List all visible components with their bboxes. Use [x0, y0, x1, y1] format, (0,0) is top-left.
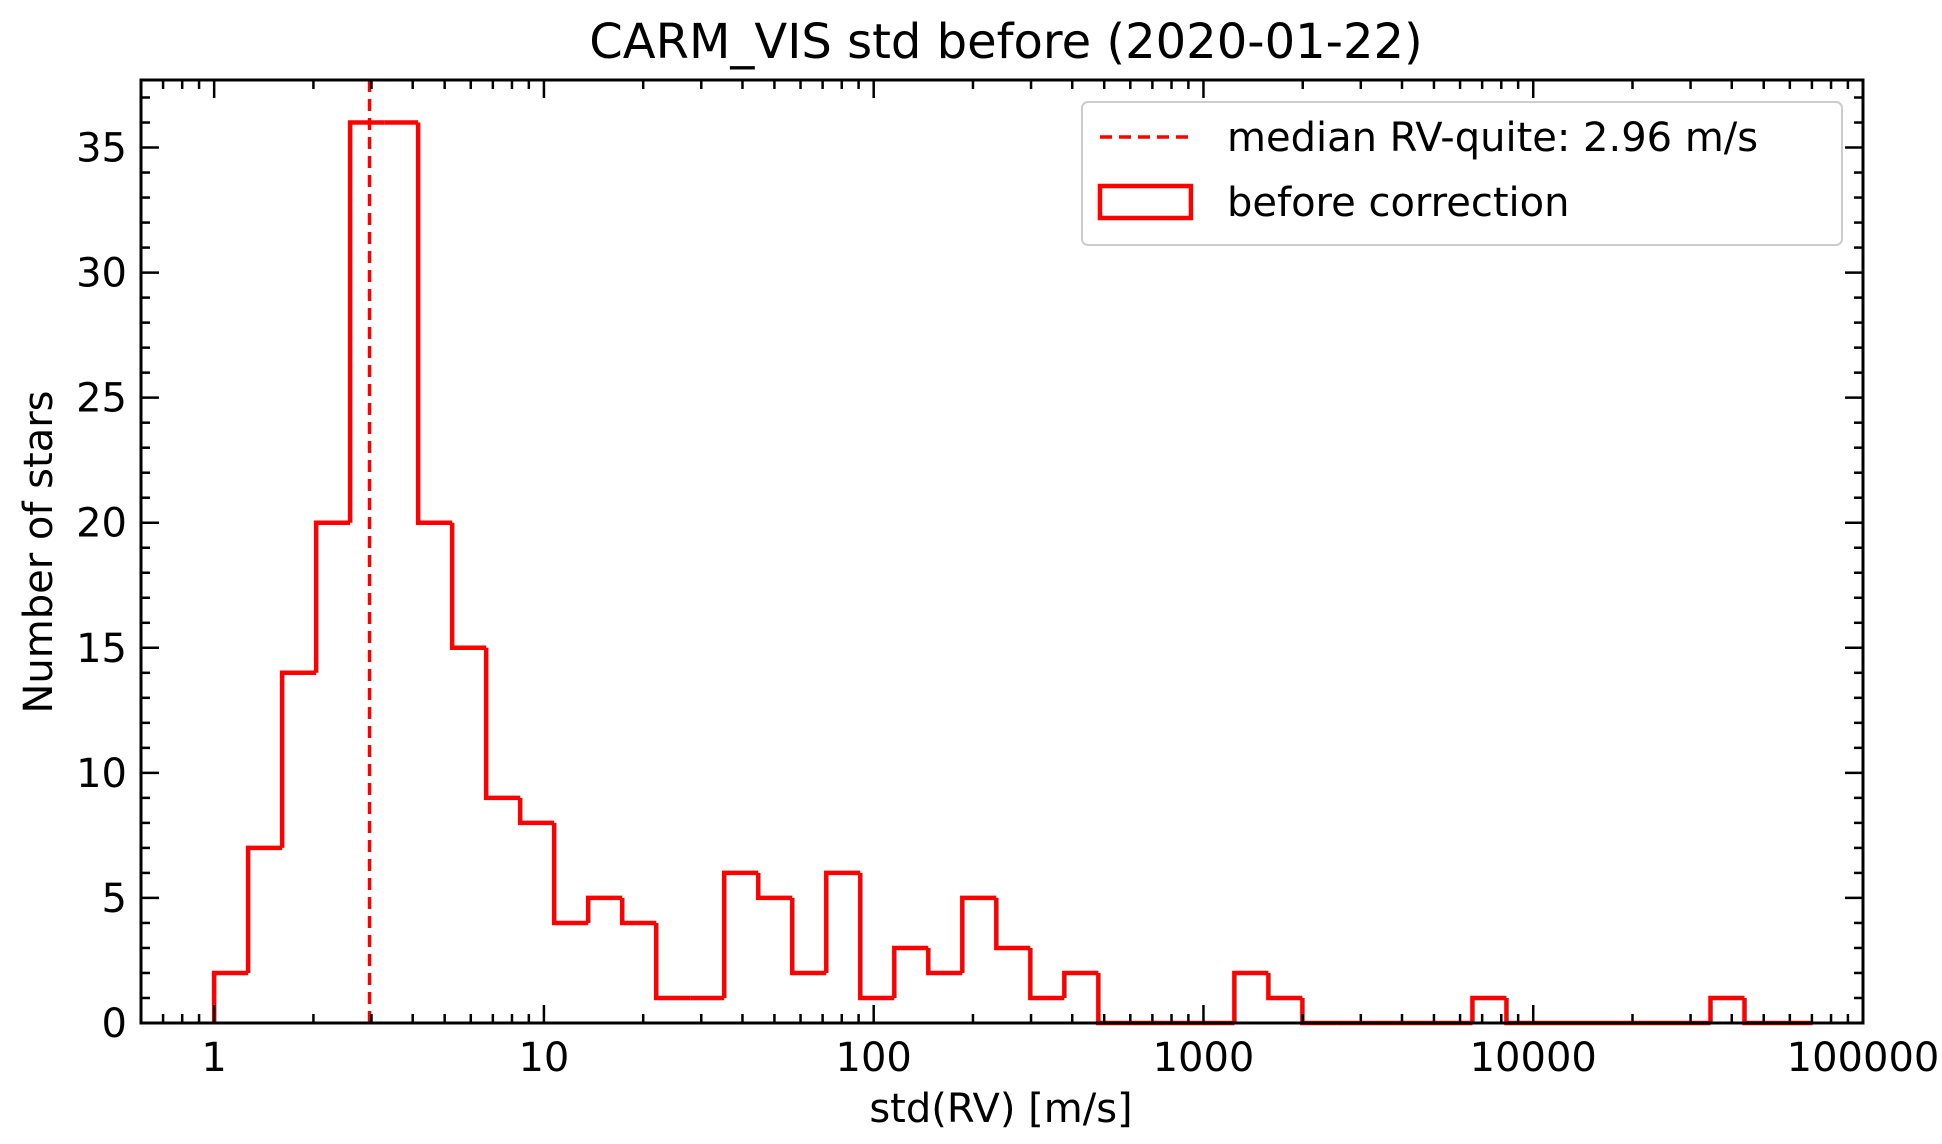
- legend-median-label: median RV-quite: 2.96 m/s: [1227, 115, 1758, 161]
- histogram-bar: [960, 895, 997, 973]
- y-tick-label: 30: [76, 251, 127, 297]
- y-tick-label: 20: [76, 501, 127, 547]
- histogram-bar: [790, 897, 827, 976]
- histogram-bar: [756, 872, 793, 901]
- y-tick-label: 35: [76, 126, 127, 172]
- histogram-bar: [1708, 995, 1745, 1023]
- x-axis-label: std(RV) [m/s]: [869, 1086, 1132, 1132]
- histogram-bar: [1504, 997, 1541, 1026]
- y-tick-label: 10: [76, 751, 127, 797]
- histogram-bar: [1062, 970, 1099, 998]
- legend-histogram-label: before correction: [1227, 180, 1569, 226]
- x-tick-label: 1000: [1153, 1035, 1255, 1081]
- histogram-bar: [858, 872, 895, 1001]
- histogram-bar: [1266, 972, 1303, 1001]
- histogram-bar: [1742, 997, 1779, 1026]
- y-tick-label: 0: [102, 1001, 127, 1047]
- x-tick-label: 10: [518, 1035, 569, 1081]
- histogram-bar: [926, 947, 963, 976]
- y-tick-label: 25: [76, 376, 127, 422]
- x-tick-label: 1: [201, 1035, 226, 1081]
- histogram-bar: [313, 520, 351, 673]
- histogram-bar: [551, 822, 589, 926]
- histogram-bar: [517, 797, 555, 826]
- histogram-bar: [211, 970, 249, 1023]
- histogram-bar: [722, 870, 759, 998]
- legend-histogram-swatch: [1097, 183, 1194, 221]
- histogram-bar: [994, 897, 1031, 951]
- y-tick-label: 5: [102, 876, 127, 922]
- x-tick-label: 100000: [1787, 1035, 1940, 1081]
- histogram-bar: [824, 870, 861, 973]
- histogram-bar: [1300, 997, 1337, 1026]
- histogram-bar: [1470, 995, 1507, 1023]
- x-tick-label: 10000: [1470, 1035, 1597, 1081]
- histogram-bar: [415, 122, 453, 525]
- legend-box: [1081, 101, 1843, 246]
- legend: median RV-quite: 2.96 m/s before correct…: [1081, 101, 1843, 246]
- histogram-bar: [619, 897, 657, 926]
- y-tick-label: 15: [76, 626, 127, 672]
- histogram-bar: [1028, 947, 1065, 1001]
- chart-title: CARM_VIS std before (2020-01-22): [589, 14, 1423, 70]
- x-tick-label: 100: [836, 1035, 912, 1081]
- histogram-bar: [585, 895, 623, 923]
- histogram-bar: [1232, 970, 1269, 1023]
- y-axis-label: Number of stars: [16, 391, 62, 714]
- histogram-bar: [347, 120, 385, 523]
- histogram-bar: [449, 522, 487, 651]
- plot-frame: [139, 78, 1865, 1025]
- histogram-bar: [245, 845, 283, 973]
- histogram-bar: [279, 670, 317, 848]
- histogram-bar: [892, 945, 929, 998]
- histogram-bar: [483, 647, 521, 801]
- histogram-bar: [653, 922, 691, 1001]
